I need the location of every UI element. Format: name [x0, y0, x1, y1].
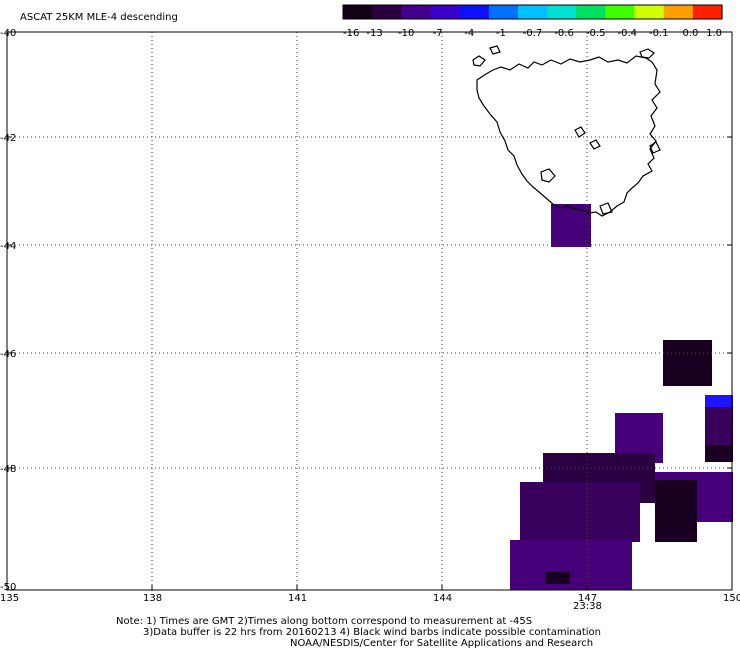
map-title: ASCAT 25KM MLE-4 descending: [20, 12, 178, 23]
tick-marks: [7, 136, 732, 590]
colorbar-segment: [459, 5, 490, 19]
colorbar-tick-label: -1: [496, 28, 506, 39]
lon-tick-label: 144: [433, 593, 452, 604]
colorbar-segment: [547, 5, 577, 19]
note-line-1: Note: 1) Times are GMT 2)Times along bot…: [116, 616, 533, 627]
data-cell: [551, 204, 591, 247]
colorbar-tick-label: -10: [398, 28, 414, 39]
colorbar-segment: [488, 5, 519, 19]
data-cell: [545, 572, 570, 584]
colorbar-segment: [430, 5, 461, 19]
colorbar-tick-label: -0.6: [554, 28, 574, 39]
colorbar-segment: [605, 5, 636, 19]
swath-time-label: 23:38: [573, 601, 602, 612]
colorbar-segment: [517, 5, 548, 19]
data-cell: [510, 540, 632, 590]
lat-tick-label: -44: [0, 241, 16, 252]
lon-tick-label: 138: [143, 593, 162, 604]
colorbar-tick-label: -0.5: [586, 28, 606, 39]
lon-tick-label: 147: [578, 593, 597, 604]
note-line-2: 3)Data buffer is 22 hrs from 20160213 4)…: [143, 627, 601, 638]
lon-tick-label: 135: [0, 593, 19, 604]
colorbar-tick-label: -0.4: [618, 28, 638, 39]
tasmania-coastline: [472, 45, 661, 217]
colorbar-segment: [576, 5, 606, 19]
colorbar-segment: [401, 5, 432, 19]
lat-tick-label: -50: [0, 582, 16, 593]
data-cell: [705, 445, 733, 462]
lon-tick-label: 150: [723, 593, 740, 604]
colorbar-tick-label: -4: [464, 28, 474, 39]
colorbar: [342, 4, 723, 20]
colorbar-tick-label: -7: [433, 28, 443, 39]
colorbar-border: [342, 4, 723, 20]
colorbar-tick-label: -13: [366, 28, 382, 39]
colorbar-segment: [692, 5, 723, 19]
colorbar-segment: [663, 5, 694, 19]
colorbar-labels: -16 -13 -10 -7 -4 -1 -0.7 -0.6 -0.5 -0.4 -0.1 0.0 1.…: [343, 28, 722, 39]
map-frame: [6, 31, 733, 591]
note-line-3: NOAA/NESDIS/Center for Satellite Applica…: [290, 638, 594, 649]
colorbar-segment: [372, 5, 402, 19]
colorbar-segment: [343, 5, 373, 19]
data-cells: [510, 204, 733, 590]
data-cell: [520, 482, 640, 542]
lat-tick-label: -48: [0, 464, 16, 475]
data-cell: [655, 480, 697, 542]
colorbar-tick-label: -0.7: [523, 28, 543, 39]
colorbar-tick-label: -0.1: [649, 28, 669, 39]
lat-tick-label: -40: [0, 28, 16, 39]
colorbar-tick-label: 1.0: [706, 28, 722, 39]
colorbar-tick-label: -16: [343, 28, 359, 39]
lat-tick-label: -46: [0, 349, 16, 360]
gridlines: [7, 32, 732, 590]
lat-tick-label: -42: [0, 133, 16, 144]
colorbar-tick-label: 0.0: [682, 28, 698, 39]
data-cell: [705, 395, 733, 407]
lon-tick-label: 141: [288, 593, 307, 604]
colorbar-segment: [634, 5, 665, 19]
data-cell: [663, 340, 712, 386]
